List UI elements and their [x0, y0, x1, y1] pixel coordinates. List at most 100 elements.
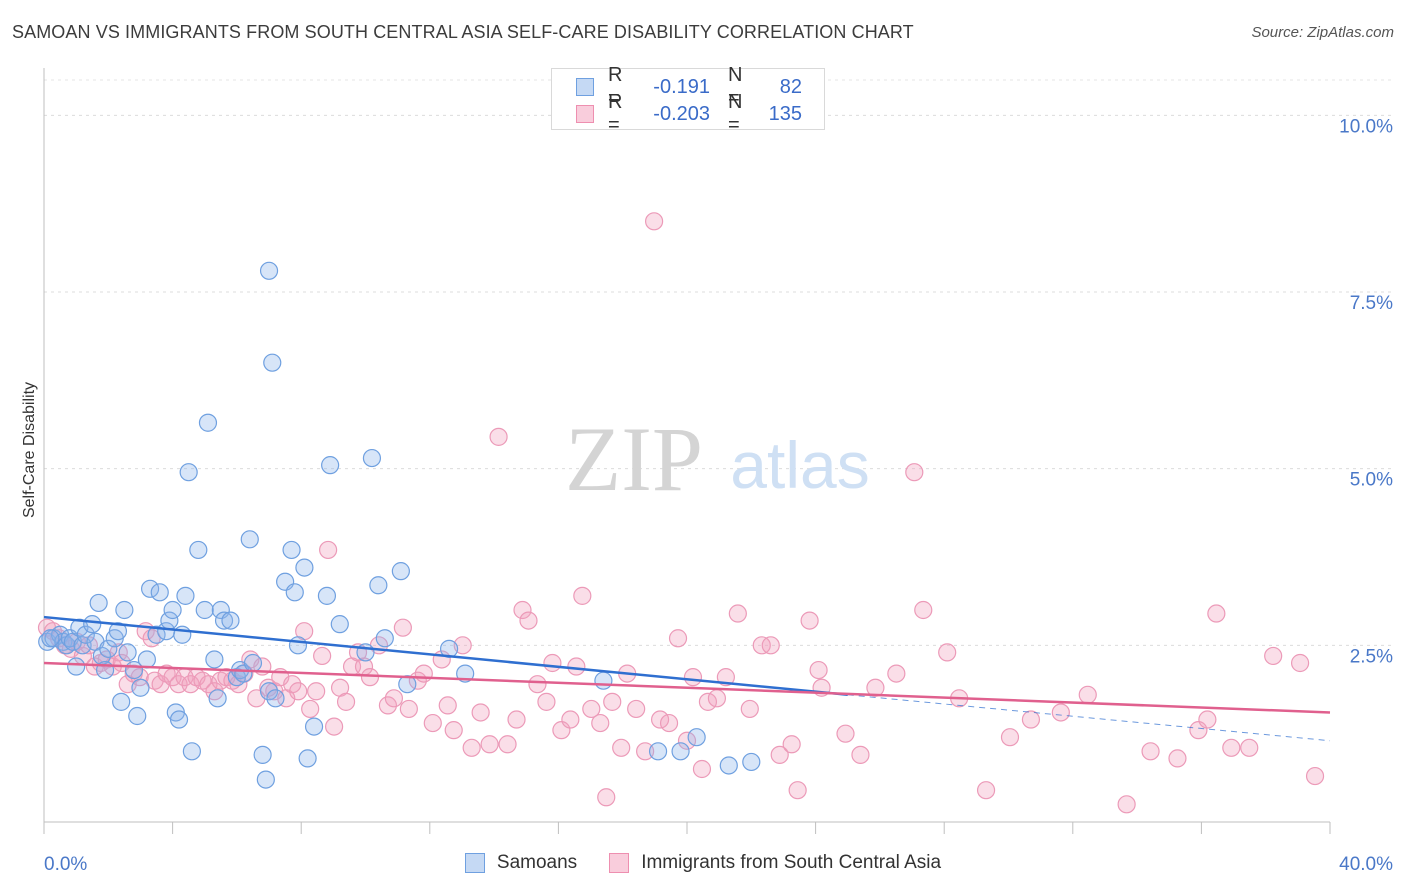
series-legend: Samoans Immigrants from South Central As…	[0, 852, 1406, 874]
samoans-point	[147, 625, 166, 644]
samoans-point	[221, 611, 240, 630]
samoans-point	[253, 745, 272, 764]
immigrants-point	[181, 675, 200, 694]
samoans-point	[150, 583, 169, 602]
legend-item-samoans[interactable]: Samoans	[464, 852, 577, 874]
legend-label-immigrants: Immigrants from South Central Asia	[641, 852, 942, 873]
legend-r-label: R =	[608, 64, 623, 109]
samoans-point	[182, 742, 201, 761]
y-tick-label: 5.0%	[1350, 470, 1393, 491]
samoans-point	[362, 448, 382, 468]
immigrants-point	[1305, 766, 1325, 786]
immigrants-point	[283, 675, 302, 694]
samoans-point	[176, 586, 195, 605]
legend-r-label: R =	[608, 91, 623, 136]
immigrants-point	[1240, 738, 1259, 757]
watermark-atlas: atlas	[730, 428, 869, 502]
immigrants-point	[393, 618, 412, 637]
immigrants-point	[1021, 710, 1041, 729]
immigrants-point	[360, 668, 380, 687]
immigrants-point	[866, 678, 885, 697]
immigrants-point	[573, 586, 592, 605]
samoans-point	[263, 353, 282, 372]
samoans-point	[298, 749, 317, 768]
immigrants-point	[319, 540, 338, 560]
y-tick-label: 10.0%	[1339, 116, 1393, 137]
immigrants-point	[887, 664, 906, 683]
immigrants-point	[668, 629, 688, 648]
immigrants-point	[199, 675, 218, 694]
correlation-legend: R = -0.191 N = 82 R = -0.203 N = 135	[551, 64, 825, 136]
legend-row-immigrants: R = -0.203 N = 135	[576, 91, 802, 136]
samoans-trend-extension	[847, 694, 1331, 742]
legend-n-value: 82	[779, 75, 802, 98]
tick-labels: 2.5% 5.0% 7.5% 10.0% 0.0% 40.0%	[44, 116, 1393, 875]
samoans-point	[742, 752, 761, 772]
immigrants-point	[1207, 604, 1226, 623]
immigrants-point	[1222, 738, 1241, 757]
samoans-point	[198, 413, 218, 432]
samoans-point	[288, 636, 308, 655]
immigrants-point	[1290, 653, 1310, 673]
immigrants-point	[453, 636, 472, 655]
immigrants-point	[229, 675, 248, 694]
immigrants-point	[1141, 742, 1160, 761]
legend-item-immigrants[interactable]: Immigrants from South Central Asia	[609, 852, 941, 874]
watermark-zip: ZIP	[565, 408, 703, 510]
immigrants-point	[938, 643, 957, 662]
immigrants-point	[307, 682, 326, 701]
samoans-point	[179, 463, 198, 482]
immigrants-point	[683, 668, 703, 687]
samoans-point	[195, 600, 214, 620]
immigrants-point	[543, 653, 562, 673]
source-label: Source: ZipAtlas.com	[1251, 24, 1394, 41]
samoans-point	[214, 611, 234, 630]
immigrants-point	[1078, 685, 1097, 704]
samoans-point	[282, 540, 301, 560]
immigrants-point	[809, 660, 828, 680]
immigrants-point	[1117, 795, 1136, 814]
x-tick-label-min: 0.0%	[44, 854, 87, 875]
immigrants-point	[313, 646, 332, 666]
samoans-point	[169, 710, 189, 729]
immigrants-point	[1264, 646, 1283, 666]
samoans-point	[83, 615, 102, 634]
y-tick-label: 7.5%	[1350, 293, 1393, 314]
immigrants-point	[597, 788, 616, 807]
immigrants-point	[976, 781, 996, 800]
immigrants-point	[462, 738, 481, 757]
samoans-point	[594, 671, 613, 690]
samoans-point	[108, 622, 128, 641]
immigrants-point	[528, 675, 547, 694]
samoans-point	[208, 689, 227, 708]
legend-n-value: 135	[768, 102, 802, 125]
legend-row-samoans: R = -0.191 N = 82	[576, 64, 802, 109]
immigrants-point	[659, 713, 679, 733]
immigrants-point	[1168, 749, 1187, 768]
immigrants-point	[414, 664, 433, 683]
immigrants-point	[800, 611, 819, 630]
immigrants-point	[301, 699, 320, 719]
immigrants-point	[537, 692, 556, 711]
samoans-point	[259, 261, 279, 280]
trend-lines	[43, 615, 1331, 742]
samoans-point	[115, 600, 134, 620]
samoans-point	[304, 717, 324, 736]
series-immigrants-points	[37, 212, 1325, 814]
immigrants-point	[444, 721, 463, 740]
samoans-point	[375, 629, 394, 648]
samoans-point	[205, 650, 224, 669]
immigrants-point	[1000, 728, 1020, 747]
immigrants-point	[836, 724, 855, 743]
immigrants-point	[399, 699, 418, 719]
samoans-point	[256, 770, 275, 789]
immigrants-point	[507, 710, 526, 729]
samoans-point	[67, 657, 86, 676]
samoans-point	[76, 625, 95, 644]
immigrants-point	[438, 696, 457, 715]
grid-lines	[44, 79, 1394, 646]
samoans-point	[140, 579, 160, 598]
samoans-point	[243, 653, 263, 673]
samoans-point	[189, 540, 208, 560]
watermark: ZIP atlas	[565, 408, 870, 510]
